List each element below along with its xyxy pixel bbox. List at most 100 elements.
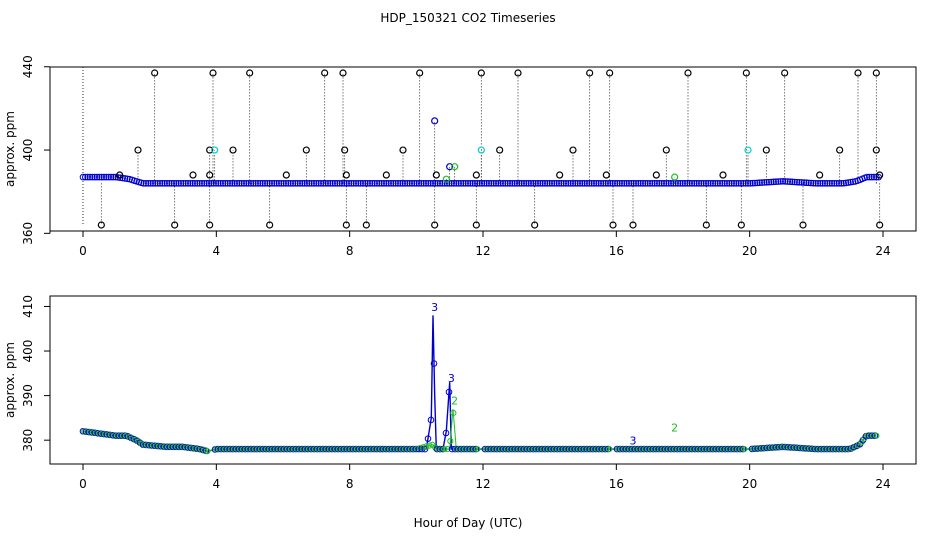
top-colored-point <box>451 163 459 171</box>
chart-title: HDP_150321 CO2 Timeseries <box>380 11 555 25</box>
bottom-blue-line <box>82 315 877 453</box>
top-baseline-point <box>663 180 670 187</box>
x-axis-label: Hour of Day (UTC) <box>414 516 523 530</box>
bottom-blue-point <box>430 360 438 367</box>
top-baseline-point <box>441 180 448 187</box>
top-baseline-point <box>646 180 654 187</box>
top-baseline-point <box>401 180 409 187</box>
top-baseline-point <box>688 180 696 187</box>
top-baseline-point <box>345 180 353 187</box>
top-baseline-point <box>257 180 264 187</box>
bottom-green-point <box>606 445 613 453</box>
top-baseline-point <box>82 173 89 181</box>
top-marker-point <box>742 69 750 77</box>
bottom-y-tick-label: 390 <box>21 384 35 407</box>
top-baseline-point <box>159 180 166 187</box>
top-baseline-point <box>411 180 418 187</box>
top-baseline-point <box>408 180 416 187</box>
top-baseline-point <box>842 179 850 187</box>
top-baseline-point <box>754 179 761 187</box>
top-baseline-point <box>588 180 595 187</box>
top-baseline-point <box>796 178 803 186</box>
bottom-blue-point <box>844 445 852 453</box>
top-marker-point <box>556 171 564 179</box>
top-baseline-point <box>586 180 593 187</box>
top-baseline-point <box>224 180 231 187</box>
top-baseline-point <box>203 180 210 187</box>
top-data-marks <box>79 67 884 229</box>
top-baseline-point <box>282 180 290 187</box>
top-baseline-point <box>394 180 402 187</box>
top-baseline-point <box>406 180 413 187</box>
top-baseline-point <box>670 180 677 187</box>
top-baseline-point <box>294 180 301 187</box>
top-marker-point <box>116 171 124 179</box>
top-baseline-point <box>751 179 759 187</box>
top-marker-point <box>762 146 770 154</box>
top-baseline-point <box>254 180 262 187</box>
top-colored-point <box>442 175 450 183</box>
top-baseline-point <box>161 180 168 187</box>
top-baseline-point <box>91 173 98 181</box>
bottom-x-tick-label: 12 <box>475 477 490 491</box>
top-baseline-point <box>268 180 276 187</box>
top-baseline-point <box>807 179 815 187</box>
top-marker-point <box>854 69 862 77</box>
bottom-x-tick-label: 20 <box>742 477 757 491</box>
top-baseline-point <box>803 179 810 187</box>
top-marker-point <box>629 221 637 229</box>
bottom-blue-point <box>436 445 444 453</box>
top-marker-point <box>321 69 329 77</box>
bottom-x-tick-label: 4 <box>213 477 221 491</box>
top-marker-point <box>416 69 424 77</box>
top-marker-point <box>282 171 290 179</box>
top-baseline-point <box>798 179 805 186</box>
top-baseline-point <box>455 180 462 187</box>
top-baseline-point <box>343 180 350 187</box>
top-baseline-point <box>609 180 616 187</box>
bottom-blue-point <box>445 388 453 396</box>
top-x-tick-label: 16 <box>609 244 624 258</box>
top-baseline-point <box>173 180 180 187</box>
top-baseline-point <box>324 180 332 187</box>
top-marker-point <box>872 146 880 154</box>
top-baseline-point <box>364 180 371 187</box>
bottom-blue-point <box>469 445 477 453</box>
top-baseline-point <box>425 180 432 187</box>
bottom-green-point <box>132 436 139 443</box>
top-baseline-point <box>478 180 486 187</box>
top-baseline-point <box>390 180 397 187</box>
top-baseline-point <box>569 180 577 187</box>
top-baseline-point <box>182 180 189 187</box>
top-baseline-point <box>656 180 663 187</box>
top-baseline-point <box>177 180 185 187</box>
top-baseline-point <box>828 180 836 187</box>
top-baseline-point <box>497 180 504 187</box>
top-baseline-point <box>779 177 787 185</box>
top-baseline-point <box>632 180 640 187</box>
top-baseline-point <box>317 180 325 187</box>
top-baseline-point <box>849 178 857 186</box>
top-baseline-point <box>756 179 763 187</box>
top-baseline-point <box>504 180 511 187</box>
top-baseline-point <box>147 180 154 187</box>
top-baseline-point <box>308 180 315 187</box>
top-baseline-point <box>758 179 766 186</box>
top-baseline-point <box>709 180 717 187</box>
top-baseline-point <box>800 179 808 186</box>
top-colored-point <box>431 117 439 125</box>
top-baseline-point <box>399 180 406 187</box>
top-baseline-point <box>469 180 476 187</box>
top-baseline-point <box>544 180 551 187</box>
top-baseline-point <box>649 180 656 187</box>
top-baseline-point <box>350 180 357 187</box>
top-baseline-point <box>502 180 509 187</box>
bottom-y-axis: 380 390 400 410 <box>21 295 51 452</box>
top-baseline-point <box>140 180 147 187</box>
top-baseline-point <box>749 179 756 187</box>
top-baseline-point <box>464 180 472 187</box>
top-baseline-point <box>695 180 703 187</box>
top-marker-point <box>171 221 179 229</box>
top-baseline-point <box>98 173 105 181</box>
